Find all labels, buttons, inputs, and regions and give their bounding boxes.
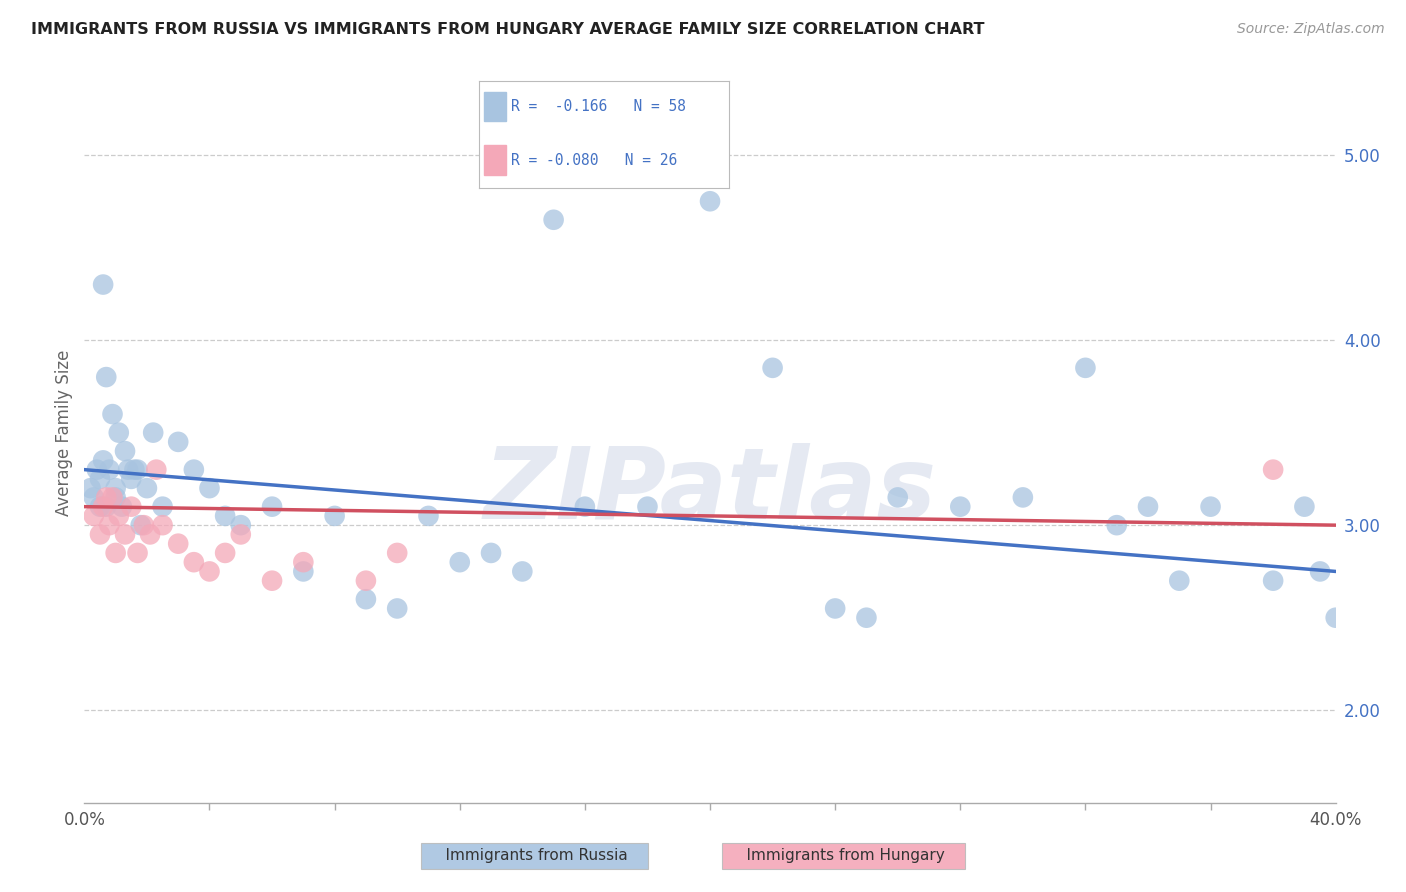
Point — [1294, 500, 1316, 514]
Point — [96, 491, 118, 505]
Text: Source: ZipAtlas.com: Source: ZipAtlas.com — [1237, 22, 1385, 37]
Point — [129, 518, 152, 533]
Point — [385, 546, 409, 560]
Point — [1324, 610, 1347, 624]
Point — [418, 508, 440, 523]
Point — [262, 574, 284, 588]
Point — [214, 508, 236, 523]
Point — [117, 462, 139, 476]
Point — [101, 407, 124, 421]
Point — [132, 518, 155, 533]
Point — [142, 425, 165, 440]
Point — [107, 508, 129, 523]
Y-axis label: Average Family Size: Average Family Size — [55, 350, 73, 516]
Point — [292, 555, 315, 569]
Point — [136, 481, 159, 495]
Point — [229, 518, 252, 533]
Point — [89, 472, 111, 486]
Point — [262, 500, 284, 514]
Point — [104, 546, 127, 560]
Point — [479, 546, 502, 560]
Point — [449, 555, 471, 569]
Point — [762, 360, 785, 375]
Point — [120, 472, 142, 486]
Point — [107, 425, 129, 440]
Point — [89, 500, 111, 514]
Point — [543, 212, 565, 227]
Point — [83, 491, 105, 505]
Point — [292, 565, 315, 579]
Point — [354, 574, 377, 588]
Point — [229, 527, 252, 541]
Point — [354, 592, 377, 607]
Point — [152, 500, 174, 514]
Point — [198, 565, 221, 579]
Point — [1263, 574, 1285, 588]
Point — [111, 500, 134, 514]
Point — [89, 527, 111, 541]
Point — [96, 370, 118, 384]
Point — [637, 500, 659, 514]
Point — [167, 434, 190, 449]
Point — [1199, 500, 1222, 514]
Point — [512, 565, 534, 579]
Text: IMMIGRANTS FROM RUSSIA VS IMMIGRANTS FROM HUNGARY AVERAGE FAMILY SIZE CORRELATIO: IMMIGRANTS FROM RUSSIA VS IMMIGRANTS FRO… — [31, 22, 984, 37]
Point — [1263, 462, 1285, 476]
Point — [83, 508, 105, 523]
Point — [323, 508, 346, 523]
Point — [1105, 518, 1128, 533]
Point — [145, 462, 167, 476]
Point — [120, 500, 142, 514]
Point — [86, 462, 108, 476]
Point — [139, 527, 162, 541]
Point — [1136, 500, 1159, 514]
Point — [183, 555, 205, 569]
Point — [98, 518, 121, 533]
Point — [824, 601, 846, 615]
Point — [104, 481, 127, 495]
Point — [91, 277, 114, 292]
Point — [949, 500, 972, 514]
Text: ZIPatlas: ZIPatlas — [484, 443, 936, 541]
Point — [127, 462, 149, 476]
Point — [114, 527, 136, 541]
Point — [98, 462, 121, 476]
Point — [1012, 491, 1035, 505]
Point — [114, 444, 136, 458]
Point — [167, 536, 190, 550]
Point — [1340, 481, 1362, 495]
Point — [79, 481, 101, 495]
Point — [855, 610, 877, 624]
Point — [887, 491, 910, 505]
Point — [91, 453, 114, 467]
Point — [124, 462, 146, 476]
Point — [96, 500, 118, 514]
Point — [91, 500, 114, 514]
Point — [183, 462, 205, 476]
Point — [127, 546, 149, 560]
Point — [699, 194, 721, 209]
Point — [101, 491, 124, 505]
Point — [104, 491, 127, 505]
Text: Immigrants from Russia: Immigrants from Russia — [426, 848, 643, 863]
Point — [574, 500, 596, 514]
Text: Immigrants from Hungary: Immigrants from Hungary — [727, 848, 960, 863]
Point — [1168, 574, 1191, 588]
Point — [152, 518, 174, 533]
Point — [214, 546, 236, 560]
Point — [385, 601, 409, 615]
Point — [1074, 360, 1097, 375]
Point — [198, 481, 221, 495]
Point — [1309, 565, 1331, 579]
